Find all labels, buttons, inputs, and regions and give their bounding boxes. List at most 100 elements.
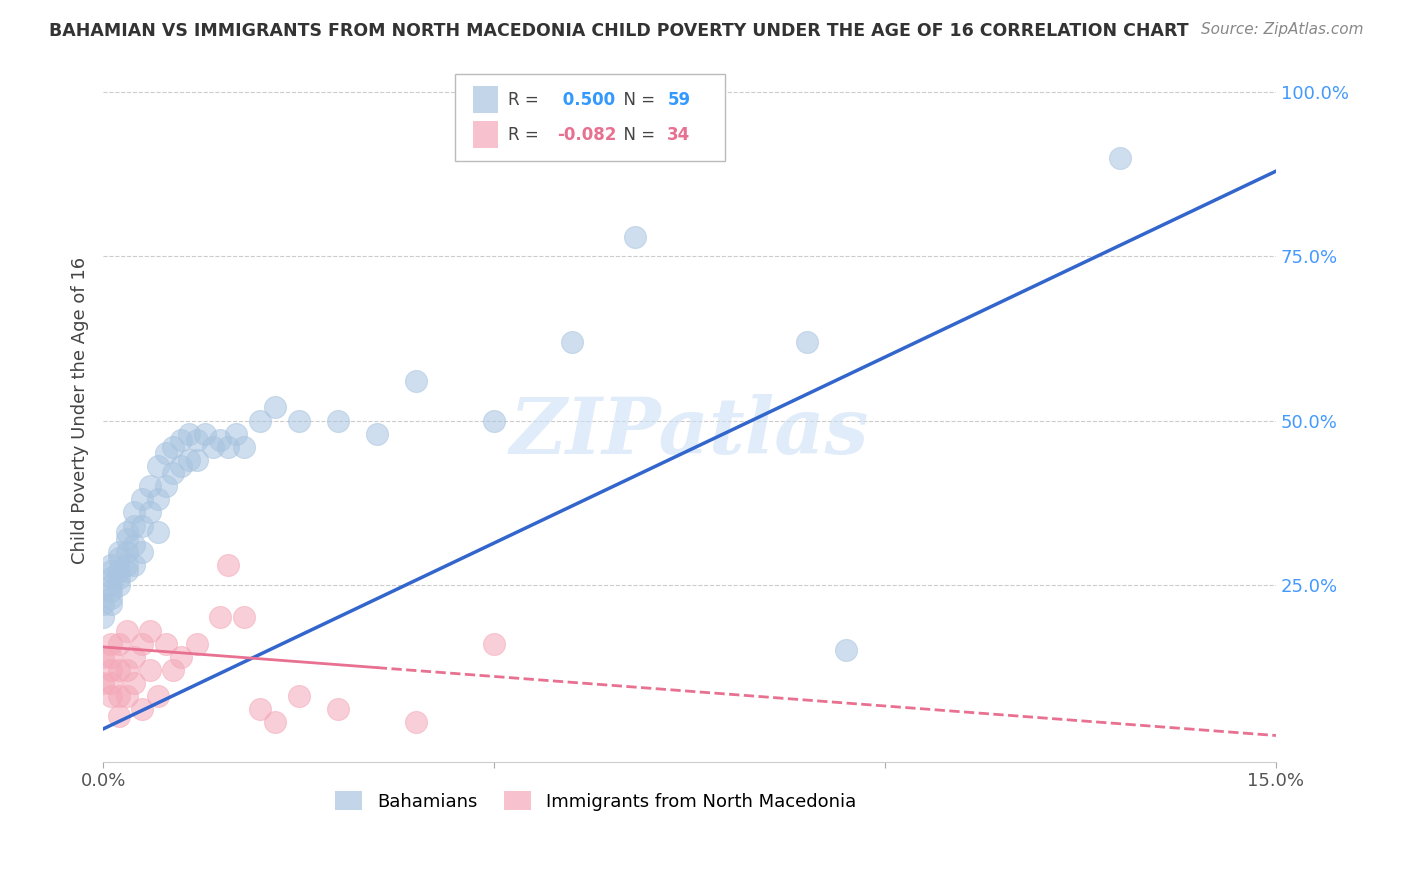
Point [287,689,309,703]
Point [115,558,138,572]
Point [249,702,271,716]
Point [107,551,129,566]
Point [100,584,122,599]
Point [107,709,129,723]
Point [124,649,146,664]
Point [1108,151,1130,165]
Point [170,649,193,664]
Point [124,538,146,552]
Point [146,459,169,474]
Point [115,689,138,703]
Point [115,663,138,677]
Point [179,426,201,441]
Point [287,413,309,427]
Point [115,532,138,546]
Point [194,426,217,441]
Text: ZIPatlas: ZIPatlas [510,393,869,470]
Point [131,545,153,559]
Text: R =: R = [508,91,544,109]
Point [107,577,129,591]
Point [186,637,208,651]
Point [124,518,146,533]
Text: N =: N = [613,126,661,144]
Point [100,558,122,572]
Point [186,453,208,467]
Text: BAHAMIAN VS IMMIGRANTS FROM NORTH MACEDONIA CHILD POVERTY UNDER THE AGE OF 16 CO: BAHAMIAN VS IMMIGRANTS FROM NORTH MACEDO… [49,22,1189,40]
Point [155,446,177,460]
Point [115,545,138,559]
Point [131,492,153,507]
Point [131,702,153,716]
Point [107,545,129,559]
Point [366,426,388,441]
Point [91,676,114,690]
Point [100,663,122,677]
Text: N =: N = [613,91,661,109]
Point [100,591,122,605]
Point [482,413,505,427]
Point [100,577,122,591]
Point [146,525,169,540]
Point [124,505,146,519]
Point [482,637,505,651]
Point [835,643,858,657]
Point [146,689,169,703]
Point [232,610,254,624]
Point [264,401,287,415]
Point [624,229,647,244]
Text: 0.500: 0.500 [557,91,616,109]
Text: Source: ZipAtlas.com: Source: ZipAtlas.com [1201,22,1364,37]
Point [405,374,427,388]
Point [179,453,201,467]
Point [107,663,129,677]
Point [107,689,129,703]
Point [201,440,224,454]
Bar [472,87,498,113]
Point [225,426,247,441]
Point [91,649,114,664]
Point [139,624,162,638]
Text: 34: 34 [668,126,690,144]
Point [170,434,193,448]
Point [100,565,122,579]
Point [115,565,138,579]
Point [107,565,129,579]
Point [100,689,122,703]
Point [91,597,114,611]
Point [162,440,184,454]
Point [155,479,177,493]
Point [107,571,129,585]
Point [139,663,162,677]
Point [217,558,239,572]
Point [139,505,162,519]
Point [561,334,583,349]
Point [170,459,193,474]
Point [100,676,122,690]
Point [131,518,153,533]
Point [91,610,114,624]
Point [155,637,177,651]
Text: R =: R = [508,126,544,144]
Point [249,413,271,427]
Y-axis label: Child Poverty Under the Age of 16: Child Poverty Under the Age of 16 [72,257,89,565]
Point [209,610,232,624]
Point [162,663,184,677]
Point [264,715,287,730]
Text: 59: 59 [668,91,690,109]
Point [139,479,162,493]
Point [124,676,146,690]
Point [124,558,146,572]
Point [100,637,122,651]
Point [405,715,427,730]
Text: -0.082: -0.082 [557,126,616,144]
Point [107,637,129,651]
Point [146,492,169,507]
Point [326,413,349,427]
Bar [472,121,498,148]
Point [100,597,122,611]
Point [186,434,208,448]
FancyBboxPatch shape [456,74,724,161]
Point [100,571,122,585]
Point [115,525,138,540]
Point [796,334,818,349]
